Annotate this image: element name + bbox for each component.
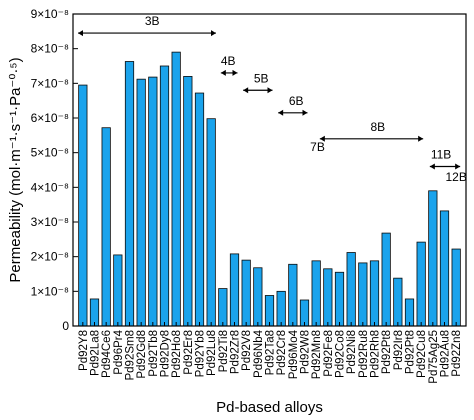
bar-30 (428, 190, 438, 327)
x-tick-label-2: Pd94Ce6 (101, 330, 113, 378)
x-tick-label-21: Pd92Fe8 (323, 330, 335, 377)
group-label-3: 6B (289, 94, 304, 108)
bar-8 (171, 51, 181, 327)
bar-29 (416, 241, 426, 327)
x-tick-label-14: Pd92V8 (241, 330, 253, 371)
x-tick-label-1: Pd92La8 (90, 330, 102, 376)
x-tick-label-12: Pd92Ti8 (218, 330, 230, 372)
bar-7 (159, 65, 170, 327)
y-tick-label-0: 0 (62, 319, 69, 333)
group-annotations: 3B 4B 5B 6B 7B 8B 11B 12B (78, 14, 467, 184)
x-tick-label-29: Pd92Cu8 (416, 330, 428, 378)
bar-13 (229, 253, 240, 327)
x-tick-label-18: Pd96Mo4 (288, 329, 300, 379)
bar-11 (206, 118, 216, 327)
bar-0 (78, 84, 88, 327)
bar-21 (323, 268, 333, 327)
x-tick-label-17: Pd92Cr8 (276, 330, 288, 375)
bar-3 (113, 254, 123, 327)
group-label-7: 12B (446, 170, 467, 184)
x-tick-label-28: Pd92Pt8 (405, 330, 417, 374)
bar-2 (101, 127, 111, 327)
y-tick-label-3: 3×10⁻⁸ (31, 215, 69, 229)
x-tick-label-26: Pd92Pt8 (381, 330, 393, 374)
x-tick-label-19: Pd92W8 (300, 330, 312, 374)
x-tick-label-32: Pd92Zn8 (451, 330, 463, 377)
group-label-1: 4B (221, 54, 236, 68)
bar-23 (346, 252, 356, 327)
x-tick-label-10: Pd92Yb8 (195, 330, 207, 377)
x-tick-label-16: Pd92Ta8 (265, 330, 277, 375)
bar-17 (276, 290, 286, 327)
y-tick-label-4: 4×10⁻⁸ (31, 180, 69, 194)
bar-1 (89, 298, 100, 327)
group-label-4: 7B (310, 140, 325, 154)
x-tick-label-4: Pd92Sm8 (125, 330, 137, 381)
x-tick-label-20: Pd92Mn8 (311, 330, 323, 379)
x-tick-label-22: Pd92Co8 (335, 330, 347, 378)
group-label-2: 5B (254, 71, 269, 85)
bar-12 (218, 288, 228, 327)
bar-14 (241, 259, 251, 327)
x-tick-label-25: Pd92Rh8 (370, 330, 382, 378)
x-tick-label-8: Pd92Ho8 (171, 330, 183, 378)
x-tick-label-13: Pd92Zr8 (230, 330, 242, 374)
x-tick-label-9: Pd92Er8 (183, 330, 195, 375)
x-tick-label-24: Pd92Ru8 (358, 330, 370, 378)
bar-9 (183, 76, 193, 327)
x-axis: Pd92Y8 Pd92La8 Pd94Ce6 Pd96Pr4 Pd92Sm8 Pd92Gd… (78, 322, 463, 384)
x-tick-label-5: Pd92Gd8 (136, 330, 148, 379)
bar-18 (288, 263, 298, 327)
y-tick-label-2: 2×10⁻⁸ (31, 250, 69, 264)
x-tick-label-23: Pd92Ni8 (346, 330, 358, 374)
x-tick-label-27: Pd92Ir8 (393, 330, 405, 370)
x-tick-label-11: Pd92Lu8 (206, 330, 218, 376)
bar-25 (369, 260, 380, 327)
bar-16 (264, 295, 275, 327)
x-tick-label-3: Pd96Pr4 (113, 329, 125, 374)
bar-32 (451, 248, 461, 327)
x-tick-label-0: Pd92Y8 (78, 330, 90, 371)
x-tick-label-31: Pd92Au8 (440, 330, 452, 377)
y-axis-title: Permeability (mol·m⁻¹·s⁻¹·Pa⁻⁰·⁵) (7, 57, 24, 282)
x-axis-title: Pd-based alloys (216, 399, 323, 416)
x-tick-label-6: Pd92Tb8 (148, 330, 160, 377)
group-label-6: 11B (431, 148, 451, 162)
bar-31 (439, 210, 450, 327)
bar-24 (358, 262, 368, 327)
group-label-5: 8B (371, 120, 386, 134)
y-tick-label-6: 6×10⁻⁸ (31, 111, 69, 125)
y-tick-label-5: 5×10⁻⁸ (31, 146, 69, 160)
x-tick-label-15: Pd96Nb4 (253, 329, 265, 378)
bar-5 (136, 78, 146, 327)
y-tick-label-9: 9×10⁻⁸ (31, 7, 69, 21)
y-tick-label-1: 1×10⁻⁸ (31, 284, 69, 298)
bar-27 (393, 277, 403, 327)
x-tick-label-30: Pd75Ag25 (428, 330, 440, 384)
bar-15 (253, 267, 263, 327)
bar-20 (311, 260, 321, 327)
y-axis: 0 1×10⁻⁸ 2×10⁻⁸ 3×10⁻⁸ 4×10⁻⁸ 5×10⁻⁸ 6×10⁻⁸ 7×1… (31, 7, 78, 333)
bar-22 (334, 271, 345, 327)
bar-26 (381, 232, 391, 327)
y-tick-label-7: 7×10⁻⁸ (31, 76, 69, 90)
bar-10 (194, 92, 205, 327)
y-tick-label-8: 8×10⁻⁸ (31, 42, 69, 56)
group-label-0: 3B (145, 14, 160, 28)
bar-4 (124, 61, 135, 327)
bar-6 (148, 76, 158, 327)
bars-layer (78, 51, 461, 327)
bar-28 (404, 298, 415, 327)
x-tick-label-7: Pd92Dy8 (160, 330, 172, 377)
